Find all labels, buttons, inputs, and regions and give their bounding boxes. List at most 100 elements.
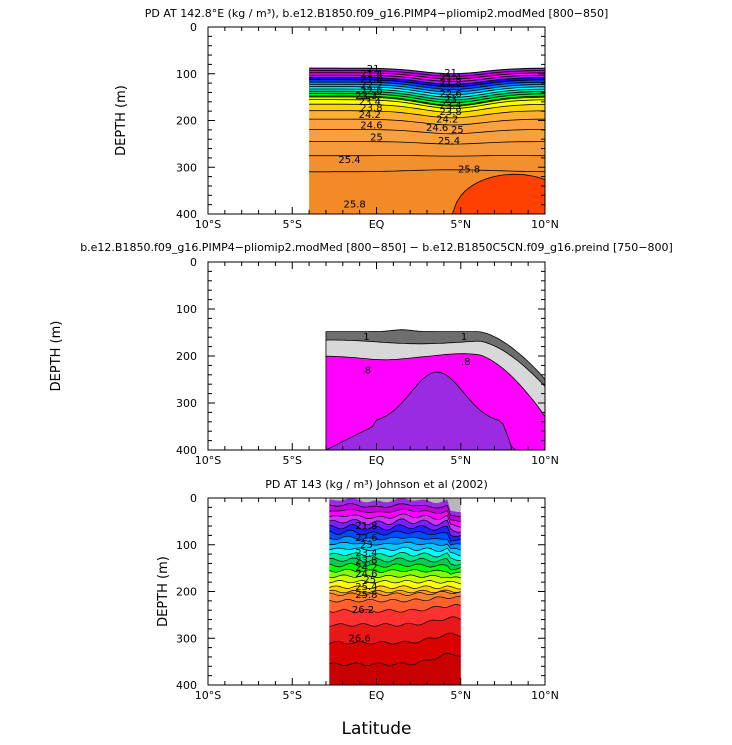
contour-line	[309, 93, 546, 104]
contour-line	[329, 604, 461, 613]
contour-label: 23.4	[359, 97, 381, 108]
contour-line	[309, 74, 546, 83]
contour-label: 1	[363, 332, 369, 343]
contour-label: 23.8	[355, 556, 377, 567]
difference-band-1-to-08	[325, 340, 545, 417]
contour-line	[329, 574, 461, 579]
x-tick-label: 5°N	[450, 454, 471, 467]
contour-label: 24.2	[355, 563, 377, 574]
contour-label: 25.8	[458, 165, 480, 176]
contour-line	[329, 595, 461, 603]
contour-label: 21	[444, 68, 457, 79]
x-tick-label: 10°S	[195, 454, 221, 467]
difference-band-below-06	[325, 372, 545, 450]
contour-line	[309, 84, 546, 93]
observed-band	[329, 542, 461, 556]
contour-line	[329, 557, 461, 566]
contour-label: .8	[362, 366, 372, 377]
y-tick-label: 400	[176, 208, 197, 221]
contour-label: 21.8	[440, 78, 462, 89]
x-tick-label: 10°S	[195, 218, 221, 231]
contour-line	[329, 535, 461, 546]
density-contour-lines	[309, 67, 546, 173]
panel-title: PD AT 143 (kg / m³) Johnson et al (2002)	[265, 478, 488, 491]
contour-label: 21.4	[440, 72, 462, 83]
y-axis-label: DEPTH (m)	[49, 321, 64, 392]
contour-label: 24.2	[436, 115, 458, 126]
x-tick-label: EQ	[369, 454, 385, 467]
contour-line	[325, 371, 545, 451]
contour-label: 25	[363, 575, 376, 586]
x-tick-label: 10°N	[531, 218, 559, 231]
contour-line	[309, 88, 546, 98]
contour-line	[329, 563, 461, 571]
y-tick-label: 0	[190, 256, 197, 269]
observed-band	[329, 569, 461, 578]
y-tick-label: 100	[176, 303, 197, 316]
density-band	[309, 110, 545, 125]
contour-label: 21.8	[360, 74, 382, 85]
contour-label: 23	[444, 94, 457, 105]
contour-label: 21	[367, 64, 380, 75]
contour-label: 25.8	[355, 590, 377, 601]
y-tick-label: 300	[176, 632, 197, 645]
observed-band	[329, 536, 461, 551]
y-tick-label: 200	[176, 586, 197, 599]
contour-label: 26.2	[352, 605, 374, 616]
panel-title: b.e12.B1850.f09_g16.PIMP4−pliomip2.modMe…	[80, 241, 673, 254]
contour-line	[309, 155, 545, 157]
contour-line	[329, 541, 461, 551]
contour-line	[309, 72, 545, 80]
x-tick-label: 5°S	[283, 454, 302, 467]
contour-line	[329, 518, 461, 533]
observed-band	[329, 552, 461, 566]
observed-band	[329, 591, 461, 603]
contour-line	[329, 513, 461, 528]
y-tick-label: 0	[190, 492, 197, 505]
panel-title: PD AT 142.8°E (kg / m³), b.e12.B1850.f09…	[145, 7, 609, 20]
contour-line	[309, 79, 546, 88]
y-tick-label: 300	[176, 161, 197, 174]
contour-line	[309, 95, 546, 106]
contour-label: 24.6	[426, 123, 448, 134]
x-tick-label: 10°N	[531, 454, 559, 467]
observed-band	[329, 509, 461, 528]
contour-label: 21.8	[355, 521, 377, 532]
contour-line	[329, 508, 461, 523]
panel-top-model-density: 2121.421.822.222.623.323.423.824.224.625…	[114, 7, 608, 231]
contour-line	[309, 70, 546, 77]
observed-band	[329, 519, 461, 537]
contour-label: 25.4	[355, 582, 377, 593]
x-tick-label: 10°S	[195, 689, 221, 702]
contour-label: 25.4	[438, 136, 460, 147]
y-tick-label: 300	[176, 397, 197, 410]
observed-band	[329, 513, 461, 533]
observed-band	[329, 633, 461, 666]
contour-line	[329, 616, 461, 627]
contour-line	[309, 118, 545, 126]
x-axis-label: Latitude	[342, 719, 412, 739]
contour-label: 26.6	[349, 633, 371, 644]
contour-label: 22.6	[440, 89, 462, 100]
contour-label: 24.6	[355, 569, 377, 580]
contour-line	[309, 129, 546, 135]
contour-line	[325, 339, 546, 387]
x-tick-label: 5°S	[283, 689, 302, 702]
contour-line	[329, 546, 461, 557]
contour-line	[325, 353, 546, 417]
x-tick-label: 10°N	[531, 689, 559, 702]
contour-label: 23.8	[360, 103, 382, 114]
contour-line	[309, 169, 546, 173]
observed-band	[329, 596, 461, 613]
y-tick-label: 100	[176, 539, 197, 552]
contour-line	[329, 579, 461, 585]
contour-label: 22.6	[360, 86, 382, 97]
y-axis-label: DEPTH (m)	[114, 85, 129, 156]
observed-fill-bands	[329, 498, 461, 685]
contour-label: 23.4	[440, 101, 462, 112]
observed-contour-lines	[329, 503, 461, 667]
contour-label: 25.8	[343, 200, 365, 211]
observed-band	[329, 616, 461, 645]
density-band	[309, 129, 545, 145]
panel-middle-density-difference: 1 1 .8 .8 10°S 5°S EQ 5°N 10°N 0 100 200 300 400 b.e12…	[49, 241, 673, 467]
